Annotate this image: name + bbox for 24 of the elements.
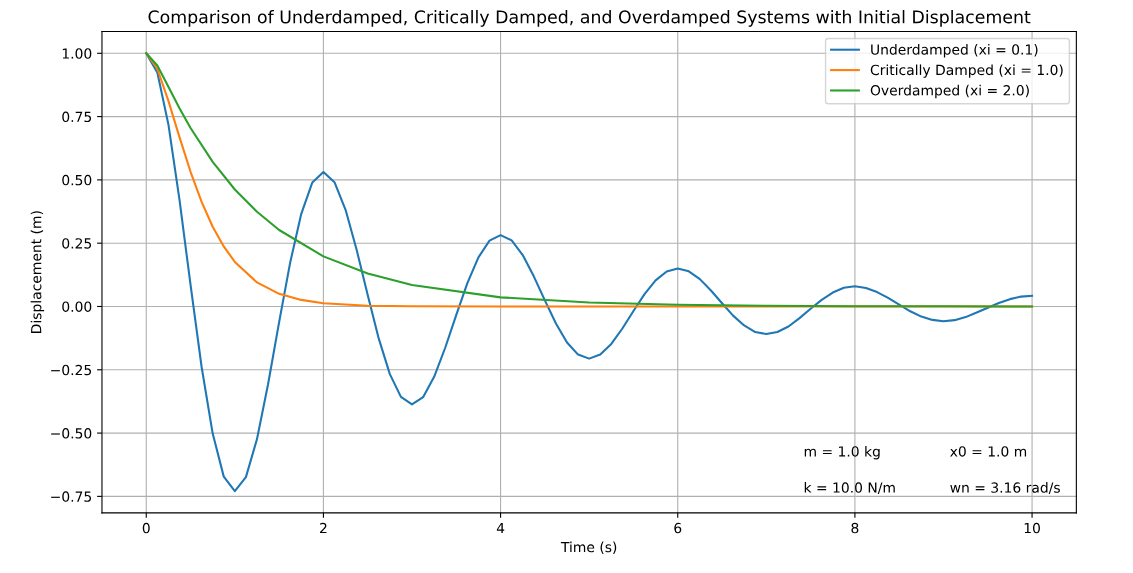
x-tick-label: 8: [851, 522, 859, 534]
y-tick-label: 0.00: [62, 301, 92, 312]
x-tick-label: 4: [496, 522, 505, 534]
x-axis-title: Time (s): [560, 541, 617, 554]
chart-title: Comparison of Underdamped, Critically Damped, and Overdamped Systems with Initial Displacement: [148, 9, 1031, 27]
y-tick-label: 0.75: [62, 111, 92, 123]
x-tick-label: 2: [320, 522, 327, 534]
y-tick-label: −0.50: [51, 428, 92, 439]
legend-label: Critically Damped (xi = 1.0): [870, 64, 1063, 78]
legend-label: Underdamped (xi = 0.1): [871, 44, 1038, 58]
annotation: k = 10.0 N/m: [804, 482, 895, 494]
y-tick-label: 1.00: [62, 48, 92, 59]
annotation: m = 1.0 kg: [804, 445, 880, 460]
x-tick-label: 6: [674, 522, 682, 534]
annotation: wn = 3.16 rad/s: [950, 482, 1060, 494]
y-tick-label: −0.75: [51, 491, 92, 502]
y-tick-label: 0.25: [62, 238, 92, 249]
annotation: x0 = 1.0 m: [950, 446, 1027, 457]
x-tick-label: 10: [1024, 522, 1040, 534]
x-tick-label: 0: [142, 522, 150, 534]
legend-label: Overdamped (xi = 2.0): [870, 84, 1029, 99]
y-tick-label: −0.25: [51, 364, 92, 376]
y-tick-label: 0.50: [62, 174, 92, 186]
y-axis-title: Displacement (m): [30, 211, 45, 333]
